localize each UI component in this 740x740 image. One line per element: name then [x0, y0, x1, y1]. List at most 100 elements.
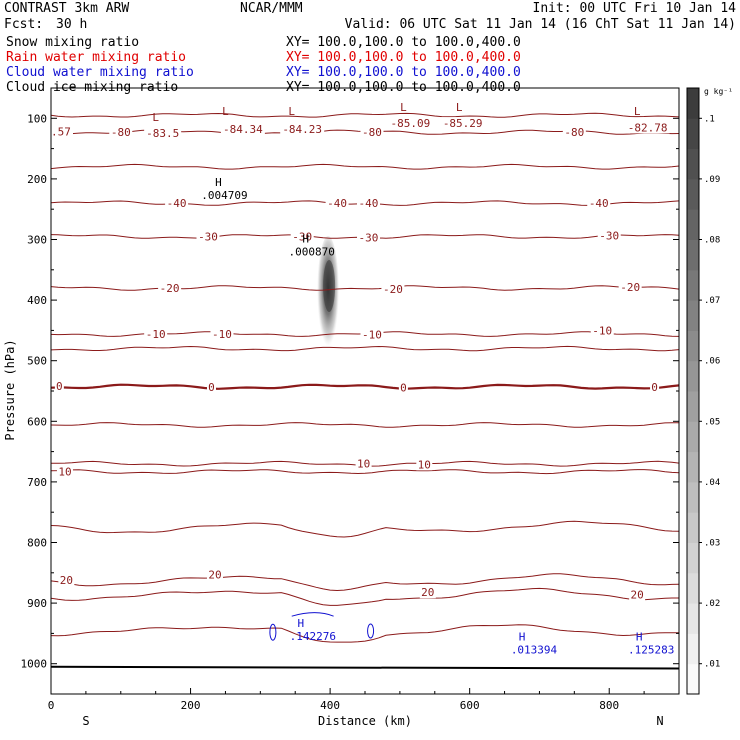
ice-mixing-ratio-core	[323, 260, 336, 313]
y-tick-label: 1000	[21, 658, 48, 671]
forecast-label: Fcst:	[4, 17, 44, 32]
contour-label-background	[618, 280, 642, 293]
temperature-contour-label: -80	[362, 126, 382, 139]
x-tick-label: 800	[599, 699, 619, 712]
temperature-contour-label: -30	[292, 230, 312, 243]
contour-label-background	[388, 117, 433, 130]
contour-label-background	[360, 328, 384, 341]
contour-label-background	[562, 126, 586, 139]
temperature-contour-line	[51, 520, 679, 538]
contour-label-background	[625, 121, 670, 134]
temperature-contour-line	[51, 163, 679, 170]
x-tick-label: 200	[181, 699, 201, 712]
contour-label-background	[355, 457, 372, 470]
low-marker: L	[456, 101, 463, 114]
contour-label-background	[280, 123, 325, 136]
low-marker: L	[152, 111, 159, 124]
temperature-contour-label: -20	[160, 282, 180, 295]
extremum-value-label: .125283	[628, 643, 674, 656]
temperature-contour-label: 10	[357, 458, 370, 471]
low-marker: L	[288, 105, 295, 118]
contour-label-background	[51, 125, 73, 138]
legend-snow-name: Snow mixing ratio	[6, 35, 140, 50]
legend-cloud-water-name: Cloud water mixing ratio	[6, 65, 194, 80]
x-tick-label: 0	[48, 699, 55, 712]
colorbar-segment	[687, 451, 699, 483]
temperature-contour-label: 20	[631, 589, 644, 602]
high-marker: H	[297, 617, 304, 630]
colorbar-segment	[687, 360, 699, 392]
contour-label-background	[210, 328, 234, 341]
init-time: Init: 00 UTC Fri 10 Jan 14	[532, 1, 737, 16]
temperature-contour-line	[51, 383, 679, 390]
colorbar-segment	[687, 603, 699, 634]
extremum-value-label: .142276	[290, 630, 336, 643]
temperature-contour-label: 0	[400, 381, 407, 394]
contour-label-background	[109, 126, 133, 139]
colorbar-frame	[686, 87, 700, 695]
contour-label-background	[356, 231, 380, 244]
temperature-contour-label: -80	[111, 126, 131, 139]
contour-label-background	[590, 324, 614, 337]
x-end-label-north: N	[656, 714, 663, 728]
temperature-contour-label: -84.23	[282, 123, 322, 136]
model-title: CONTRAST 3km ARW	[4, 1, 130, 16]
temperature-contour-line	[51, 112, 679, 118]
colorbar-segment	[687, 300, 699, 331]
contour-label-background	[356, 197, 380, 210]
temperature-contour-line	[51, 422, 679, 428]
colorbar-tick-label: .03	[704, 539, 720, 549]
colorbar-segment	[687, 118, 699, 150]
colorbar-tick-label: .09	[704, 175, 720, 185]
contour-label-background	[325, 197, 349, 210]
y-tick-label: 200	[27, 173, 47, 186]
temperature-contour-label: -30	[599, 229, 619, 242]
temperature-contour-label: -10	[146, 328, 166, 341]
contour-label-background	[206, 568, 223, 581]
legend-snow-xy: XY= 100.0,100.0 to 100.0,400.0	[286, 35, 521, 50]
contour-label-background	[381, 283, 405, 296]
y-tick-label: 900	[27, 597, 47, 610]
forecast-value: 30 h	[56, 17, 88, 32]
contour-label-background	[440, 117, 485, 130]
y-tick-label: 300	[27, 234, 47, 247]
extremum-value-label: .013394	[511, 643, 558, 656]
colorbar-segment	[687, 391, 699, 422]
contour-label-background	[165, 197, 189, 210]
temperature-contour-label: -40	[327, 197, 347, 210]
colorbar-tick-label: .06	[704, 357, 720, 367]
legend-rain-name: Rain water mixing ratio	[6, 50, 187, 65]
colorbar-segment	[687, 663, 699, 695]
contour-label-background	[144, 328, 168, 341]
legend-rain-xy: XY= 100.0,100.0 to 100.0,400.0	[286, 50, 521, 65]
temperature-contour-label: -80	[564, 126, 584, 139]
high-marker: H	[302, 232, 309, 245]
colorbar-segment	[687, 542, 699, 574]
temperature-contour-line	[51, 469, 679, 475]
cloud-water-contour	[269, 623, 277, 641]
cloud-water-contour	[291, 612, 334, 617]
colorbar-segment	[687, 421, 699, 453]
x-axis-label: Distance (km)	[318, 714, 412, 728]
temperature-contour-label: 20	[421, 586, 434, 599]
contour-label-background	[56, 465, 73, 478]
contour-label-background	[54, 380, 64, 393]
temperature-contour-label: 10	[418, 458, 431, 471]
temperature-contour-label: -10	[362, 329, 382, 342]
contour-label-background	[650, 380, 660, 393]
colorbar-segment	[687, 481, 699, 513]
y-tick-label: 100	[27, 112, 47, 125]
colorbar-segment	[687, 178, 699, 210]
surface-line	[51, 665, 679, 670]
temperature-contour-label: 0	[208, 381, 215, 394]
extremum-value-label: .004709	[201, 189, 247, 202]
colorbar-segment	[687, 269, 699, 301]
temperature-contour-label: 0	[56, 380, 63, 393]
low-marker: L	[400, 101, 407, 114]
temperature-contour-line	[51, 345, 679, 352]
temperature-contour-label: -30	[198, 230, 218, 243]
x-end-label-south: S	[82, 714, 89, 728]
temperature-contour-label: -40	[167, 197, 187, 210]
temperature-contour-label: 20	[208, 569, 221, 582]
